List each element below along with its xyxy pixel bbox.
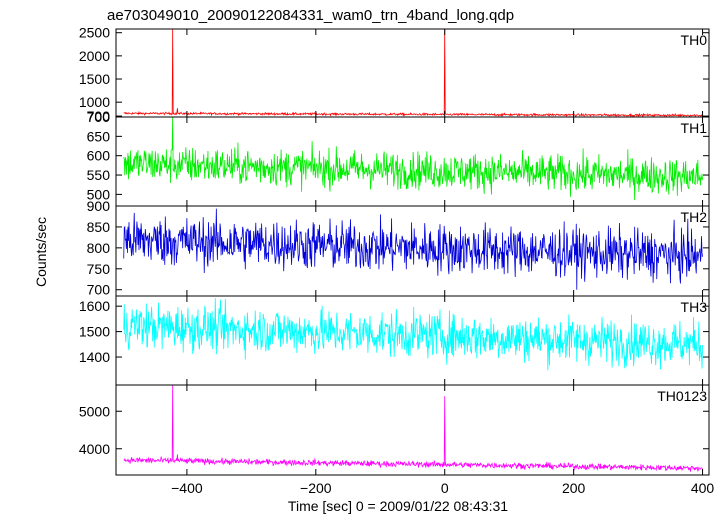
y-tick-label: 750 — [87, 261, 111, 277]
y-tick-label: 900 — [87, 198, 111, 214]
panel-frame — [115, 28, 710, 118]
panel-label: TH3 — [681, 299, 708, 315]
y-tick-label: 650 — [87, 128, 111, 144]
panel-label: TH0123 — [657, 388, 707, 404]
y-tick-label: 700 — [87, 109, 111, 125]
panel-label: TH2 — [681, 209, 708, 225]
series-th3 — [123, 298, 703, 371]
chart-title: ae703049010_20090122084331_wam0_trn_4ban… — [107, 7, 514, 24]
y-tick-label: 800 — [87, 240, 111, 256]
y-tick-label: 5000 — [79, 403, 110, 419]
panel-th0123: 4000 5000 TH0123 — [79, 384, 710, 476]
y-tick-label: 2500 — [79, 25, 110, 41]
y-tick-label: 500 — [87, 186, 111, 202]
panel-th3: 1400 1500 1600 TH3 — [79, 295, 710, 386]
x-tick-label: 0 — [441, 480, 449, 496]
y-tick-label: 1400 — [79, 349, 110, 365]
x-tick-label: −200 — [300, 480, 332, 496]
x-tick-label: −400 — [171, 480, 203, 496]
series-th0123 — [123, 385, 703, 472]
y-tick-label: 700 — [87, 282, 111, 298]
y-tick-label: 550 — [87, 167, 111, 183]
series-th2 — [123, 208, 703, 290]
y-tick-label: 4000 — [79, 441, 110, 457]
y-tick-label: 850 — [87, 219, 111, 235]
panel-label: TH1 — [681, 120, 708, 136]
panel-frame — [115, 384, 710, 476]
panel-th2: 700 750 800 850 900 TH2 — [87, 198, 710, 298]
y-axis-label: Counts/sec — [33, 217, 49, 287]
x-axis-label: Time [sec] 0 = 2009/01/22 08:43:31 — [288, 498, 508, 514]
y-tick-label: 1500 — [79, 324, 110, 340]
y-tick-label: 1600 — [79, 298, 110, 314]
y-tick-label: 2000 — [79, 48, 110, 64]
panel-th1: 500 550 600 650 700 TH1 — [87, 109, 710, 207]
y-tick-label: 600 — [87, 148, 111, 164]
y-tick-label: 1500 — [79, 71, 110, 87]
y-tick-label: 700 — [87, 108, 111, 124]
x-tick-label: 200 — [562, 480, 586, 496]
y-tick-label: 1000 — [79, 94, 110, 110]
panel-label: TH0 — [681, 32, 708, 48]
x-tick-label: 400 — [691, 480, 715, 496]
series-th0 — [123, 29, 703, 117]
series-th1 — [123, 117, 703, 201]
